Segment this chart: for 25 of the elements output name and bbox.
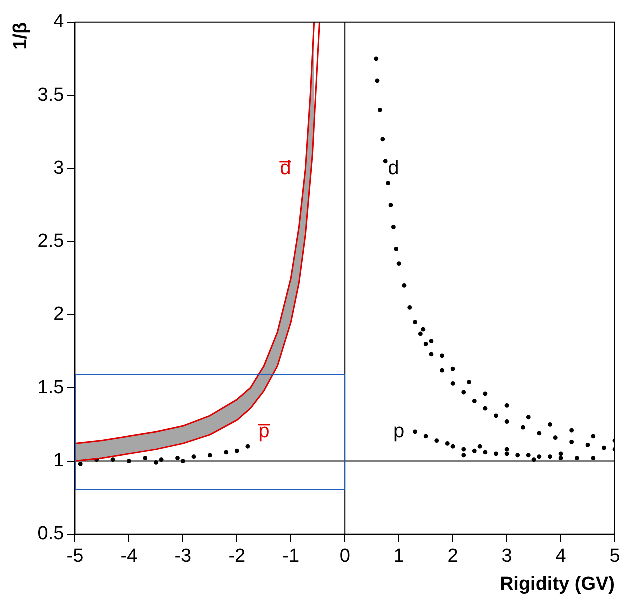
y-tick-label: 2.5 [38,231,64,252]
x-tick-label: 4 [556,546,567,568]
annotation: p̅ [258,420,270,443]
x-tick-label: -2 [228,546,246,568]
x-tick-label: -5 [66,546,84,568]
y-tick-label: 2 [54,304,64,326]
annotation: d̅ [279,157,292,180]
y-tick-label: 3 [54,158,64,179]
y-tick-label: 3.5 [38,84,64,106]
y-tick-label: 1.5 [38,377,64,398]
x-tick-label: 1 [394,546,404,568]
x-axis-title: Rigidity (GV) [500,574,615,595]
annotation: d [388,157,400,180]
x-tick-label: 5 [610,546,620,568]
x-tick-label: 2 [448,546,458,568]
annotation: p [394,420,405,443]
y-axis-title: 1/β [10,22,32,50]
y-tick-label: 4 [54,12,65,33]
x-tick-label: -4 [120,546,138,568]
x-tick-label: 0 [340,546,350,568]
x-tick-label: -3 [174,546,192,568]
y-tick-label: 1 [54,450,64,472]
x-tick-label: 3 [502,546,512,568]
y-tick-label: 0.5 [38,524,64,545]
x-tick-label: -1 [282,546,300,568]
